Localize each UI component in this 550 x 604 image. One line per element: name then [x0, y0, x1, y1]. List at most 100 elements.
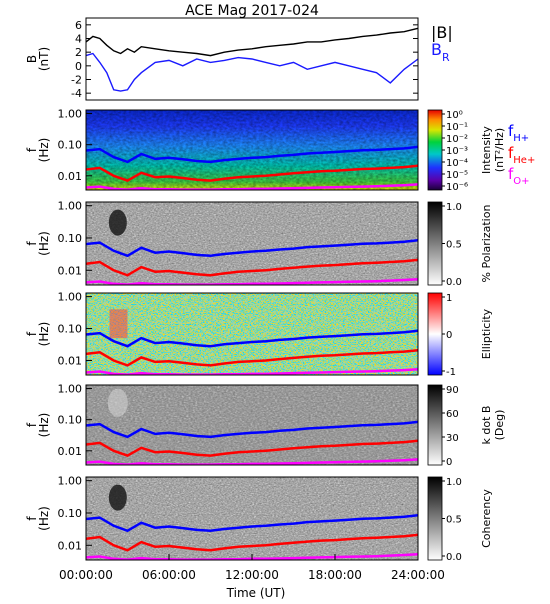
colorbar-tick-label: 10⁻³	[446, 146, 468, 157]
line-f-h	[86, 329, 418, 348]
colorbar	[427, 476, 443, 561]
colorbar-tick-label: 1	[446, 293, 452, 304]
x-tick-label: 12:00:00	[225, 568, 279, 582]
y-tick-label: 1.00	[58, 475, 83, 488]
panel-6: 1.00 0.10 0.01 1.0 0.5 0.0 Coherency f(Hz)	[25, 475, 493, 563]
y-axis-unit: (nT)	[37, 47, 51, 71]
line-f-o	[86, 183, 418, 190]
colorbar-tick-label: 10⁻⁵	[446, 170, 468, 181]
legend-f-o: fO+	[508, 165, 530, 187]
panel-5: 1.00 0.10 0.01 90 60 30 0 k dot B (Deg) f(Hz)	[25, 383, 506, 468]
colorbar-tick-label: 60	[446, 409, 459, 420]
colorbar-label: Intensity	[480, 126, 493, 174]
line-f-h	[86, 239, 418, 258]
line-f-he	[86, 439, 418, 457]
y-tick-label: 0.10	[58, 507, 83, 520]
panel-4: 1.00 0.10 0.01 1 0 -1 Ellipticity f(Hz)	[25, 291, 493, 378]
y-tick-label: 4	[75, 33, 82, 46]
highlight-region	[107, 388, 128, 417]
y-tick-label: 6	[75, 19, 82, 32]
colorbar-tick-label: 0	[446, 330, 452, 341]
colorbar-tick-label: 30	[446, 433, 459, 444]
colorbar-tick-label: 0.0	[446, 277, 462, 288]
colorbar-label: k dot B	[480, 406, 493, 445]
panel-3: 1.00 0.10 0.01 1.0 0.5 0.0 % Polarization f(Hz)	[25, 200, 493, 288]
plot-frame	[85, 292, 419, 376]
line-f-o	[86, 367, 418, 375]
colorbar	[427, 109, 443, 191]
y-tick-label: 2	[75, 46, 82, 59]
y-axis-label: f	[25, 241, 39, 246]
gyro-lines	[86, 420, 418, 465]
y-tick-label: 1.00	[58, 108, 83, 121]
line-f-he	[86, 348, 418, 367]
legend-b-total: |B|	[431, 23, 453, 42]
colorbar-label: Coherency	[480, 489, 493, 548]
line-f-h	[86, 145, 418, 164]
colorbar	[427, 201, 443, 286]
line-f-o	[86, 277, 418, 285]
y-axis-label: f	[25, 147, 39, 152]
gyro-lines	[86, 239, 418, 285]
y-tick-label: 0.10	[58, 323, 83, 336]
highlight-region	[109, 309, 128, 339]
y-axis-label: f	[25, 422, 39, 427]
plot-frame	[85, 384, 419, 466]
x-axis: 00:00:00 06:00:00 12:00:00 18:00:00 24:00:00	[59, 554, 445, 582]
y-tick-label: 1.00	[58, 200, 83, 213]
highlight-region	[108, 209, 127, 236]
y-axis-unit: (Hz)	[37, 413, 51, 438]
colorbar-tick-label: 10⁰	[446, 110, 463, 121]
y-tick-label: 0.01	[58, 354, 83, 367]
colorbar-label: % Polarization	[480, 205, 493, 283]
y-axis-unit: (Hz)	[37, 322, 51, 347]
colorbar-tick-label: 10⁻¹	[446, 122, 468, 133]
y-axis-label: f	[25, 331, 39, 336]
y-tick-label: 1.00	[58, 291, 83, 304]
line-f-h	[86, 514, 418, 533]
colorbar-tick-label: 0.5	[446, 515, 462, 526]
y-axis-label: f	[25, 516, 39, 521]
plot-frame	[85, 201, 419, 286]
y-tick-label: -2	[71, 74, 82, 87]
y-tick-label: 0	[75, 60, 82, 73]
highlight-region	[108, 484, 127, 511]
legend-f-h: fH+	[508, 122, 529, 144]
plot-frame	[85, 17, 419, 101]
line-f-he	[86, 164, 418, 182]
series-line-b-r	[85, 52, 419, 92]
colorbar-label: Ellipticity	[480, 308, 493, 359]
y-axis-label: B	[25, 55, 39, 63]
panels: 6420-2-4B(nT)1.000.100.0110⁰10⁻¹10⁻²10⁻³…	[25, 17, 506, 563]
line-f-he	[86, 258, 418, 277]
colorbar-tick-label: -1	[446, 367, 456, 378]
colorbar	[427, 292, 443, 376]
y-tick-label: 1.00	[58, 383, 83, 396]
colorbar-tick-label: 90	[446, 385, 459, 396]
line-f-o	[86, 458, 418, 465]
y-tick-label: 0.10	[58, 139, 83, 152]
x-tick-label: 18:00:00	[308, 568, 362, 582]
x-axis-label: Time (UT)	[226, 586, 286, 600]
figure-title: ACE Mag 2017-024	[185, 3, 319, 19]
colorbar-tick-label: 10⁻⁴	[446, 158, 468, 169]
y-axis-unit: (Hz)	[37, 138, 51, 163]
x-tick-label: 06:00:00	[142, 568, 196, 582]
colorbar-unit: (Deg)	[493, 410, 506, 441]
line-f-he	[86, 533, 418, 552]
y-tick-label: -4	[71, 87, 82, 100]
gyro-lines	[86, 145, 418, 190]
x-tick-label: 00:00:00	[59, 568, 113, 582]
y-tick-label: 0.01	[58, 445, 83, 458]
gyro-lines	[86, 329, 418, 375]
y-axis-unit: (Hz)	[37, 231, 51, 256]
legend-f-he: fHe+	[508, 144, 535, 166]
colorbar	[427, 384, 443, 466]
colorbar-tick-label: 1.0	[446, 477, 462, 488]
x-tick-label: 24:00:00	[391, 568, 445, 582]
y-tick-label: 0.01	[58, 170, 83, 183]
y-tick-label: 0.01	[58, 264, 83, 277]
y-tick-label: 0.01	[58, 539, 83, 552]
